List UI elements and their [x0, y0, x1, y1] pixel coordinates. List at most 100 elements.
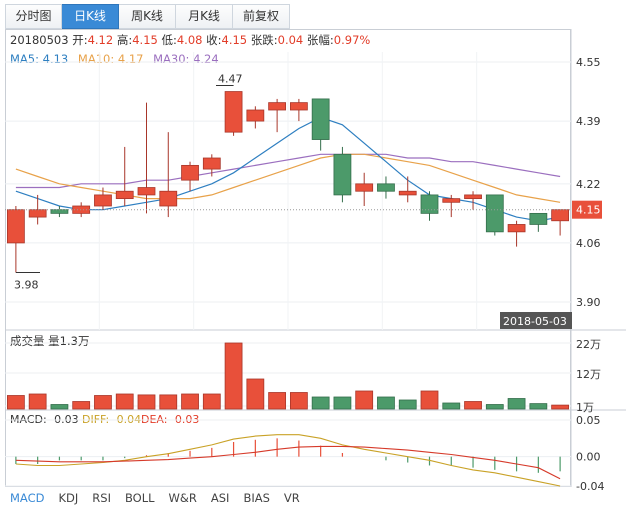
high-value: 4.15	[132, 33, 158, 47]
price-axis-label: 4.39	[576, 115, 601, 128]
candle-body	[50, 209, 69, 214]
period-tabs: 分时图 日K线 周K线 月K线 前复权	[5, 4, 290, 29]
volume-bar	[311, 396, 330, 410]
volume-bar	[289, 392, 308, 410]
indicator-tab-bias[interactable]: BIAS	[243, 491, 270, 505]
pct-label: 张幅:	[306, 33, 334, 47]
tab-daily-k[interactable]: 日K线	[62, 4, 119, 29]
volume-bar	[159, 394, 178, 410]
current-price-label: 4.15	[576, 204, 601, 217]
indicator-tab-boll[interactable]: BOLL	[124, 491, 155, 505]
open-value: 4.12	[87, 33, 114, 47]
volume-bar	[355, 390, 374, 410]
indicator-tabs: MACD KDJ RSI BOLL W&R ASI BIAS VR	[10, 491, 314, 505]
ma30-line	[15, 153, 561, 189]
pct-value: 0.97%	[333, 33, 371, 47]
volume-axis-label: 1万	[576, 401, 594, 414]
volume-axis-label: 22万	[576, 338, 601, 351]
indicator-tab-vr[interactable]: VR	[283, 491, 300, 505]
candle-body	[398, 190, 417, 196]
candle-body	[159, 190, 178, 207]
tab-weekly-k[interactable]: 周K线	[119, 4, 176, 29]
volume-bar	[398, 399, 417, 410]
change-label: 张跌:	[250, 33, 278, 47]
macd-axis-label: -0.04	[576, 480, 604, 493]
quote-date: 20180503	[10, 33, 69, 47]
low-label: 低:	[161, 33, 177, 47]
price-axis-label: 4.22	[576, 178, 601, 191]
candle-body	[529, 212, 548, 225]
volume-title: 成交量 量1.3万	[10, 334, 89, 348]
candle-body	[94, 194, 112, 207]
tab-intraday[interactable]: 分时图	[5, 4, 62, 29]
price-axis-label: 4.06	[576, 237, 601, 250]
high-label: 高:	[116, 33, 133, 47]
close-value: 4.15	[221, 33, 248, 47]
price-axis-label: 3.90	[576, 296, 601, 309]
volume-bar	[551, 404, 570, 410]
candle-body	[442, 198, 461, 203]
candle-body	[355, 183, 374, 192]
indicator-tab-wr[interactable]: W&R	[168, 491, 197, 505]
candle-body	[28, 209, 47, 218]
candle-body	[6, 209, 25, 244]
candle-body	[485, 194, 504, 233]
volume-bar	[485, 404, 504, 410]
candle-body	[311, 98, 330, 140]
low-marker-label: 3.98	[14, 278, 39, 291]
volume-bar	[224, 342, 243, 410]
candle-body	[268, 102, 287, 111]
volume-bar	[268, 392, 287, 410]
candle-body	[420, 194, 439, 214]
date-marker-label: 2018-05-03	[503, 315, 567, 328]
candle-body	[181, 164, 199, 181]
date-marker-badge	[500, 312, 572, 329]
macd-axis-label: 0.00	[576, 451, 601, 464]
volume-bar	[94, 395, 112, 410]
indicator-tab-asi[interactable]: ASI	[210, 491, 230, 505]
volume-bar	[442, 402, 461, 410]
open-label: 开:	[72, 33, 88, 47]
low-value: 4.08	[176, 33, 203, 47]
volume-bar	[72, 401, 91, 410]
candle-body	[115, 190, 134, 200]
volume-bar	[507, 398, 526, 410]
quote-info: 20180503 开:4.12 高:4.15 低:4.08 收:4.15 张跌:…	[10, 32, 370, 48]
indicator-tab-macd[interactable]: MACD	[10, 491, 45, 505]
macd-axis-label: 0.05	[576, 414, 601, 427]
dea-line	[15, 445, 561, 480]
volume-bar	[6, 395, 25, 410]
candle-body	[137, 187, 156, 196]
tab-monthly-k[interactable]: 月K线	[176, 4, 233, 29]
candle-body	[507, 224, 526, 233]
candle-body	[551, 209, 570, 222]
indicator-tab-kdj[interactable]: KDJ	[58, 491, 79, 505]
volume-axis-label: 12万	[576, 368, 601, 381]
volume-bar	[529, 403, 548, 410]
volume-bar	[464, 401, 482, 410]
tab-forward-adjusted[interactable]: 前复权	[233, 4, 290, 29]
ma10-line	[15, 153, 561, 203]
close-label: 收:	[206, 33, 222, 47]
current-price-badge	[572, 200, 602, 219]
volume-bar	[377, 396, 395, 410]
volume-bar	[420, 390, 439, 410]
candle-body	[464, 194, 482, 200]
volume-bar	[333, 396, 352, 410]
volume-bar	[202, 393, 221, 410]
volume-bar	[181, 393, 199, 410]
volume-bar	[246, 378, 265, 410]
high-marker-label: 4.47	[218, 73, 243, 86]
volume-bar	[28, 393, 47, 410]
indicator-tab-rsi[interactable]: RSI	[92, 491, 111, 505]
candle-body	[72, 205, 91, 214]
candle-body	[224, 91, 243, 133]
volume-bar	[115, 393, 134, 410]
change-value: 0.04	[277, 33, 304, 47]
candle-body	[377, 183, 395, 192]
volume-bar	[50, 404, 69, 410]
candle-body	[246, 109, 265, 122]
candle-body	[289, 102, 308, 111]
candle-body	[333, 153, 352, 196]
